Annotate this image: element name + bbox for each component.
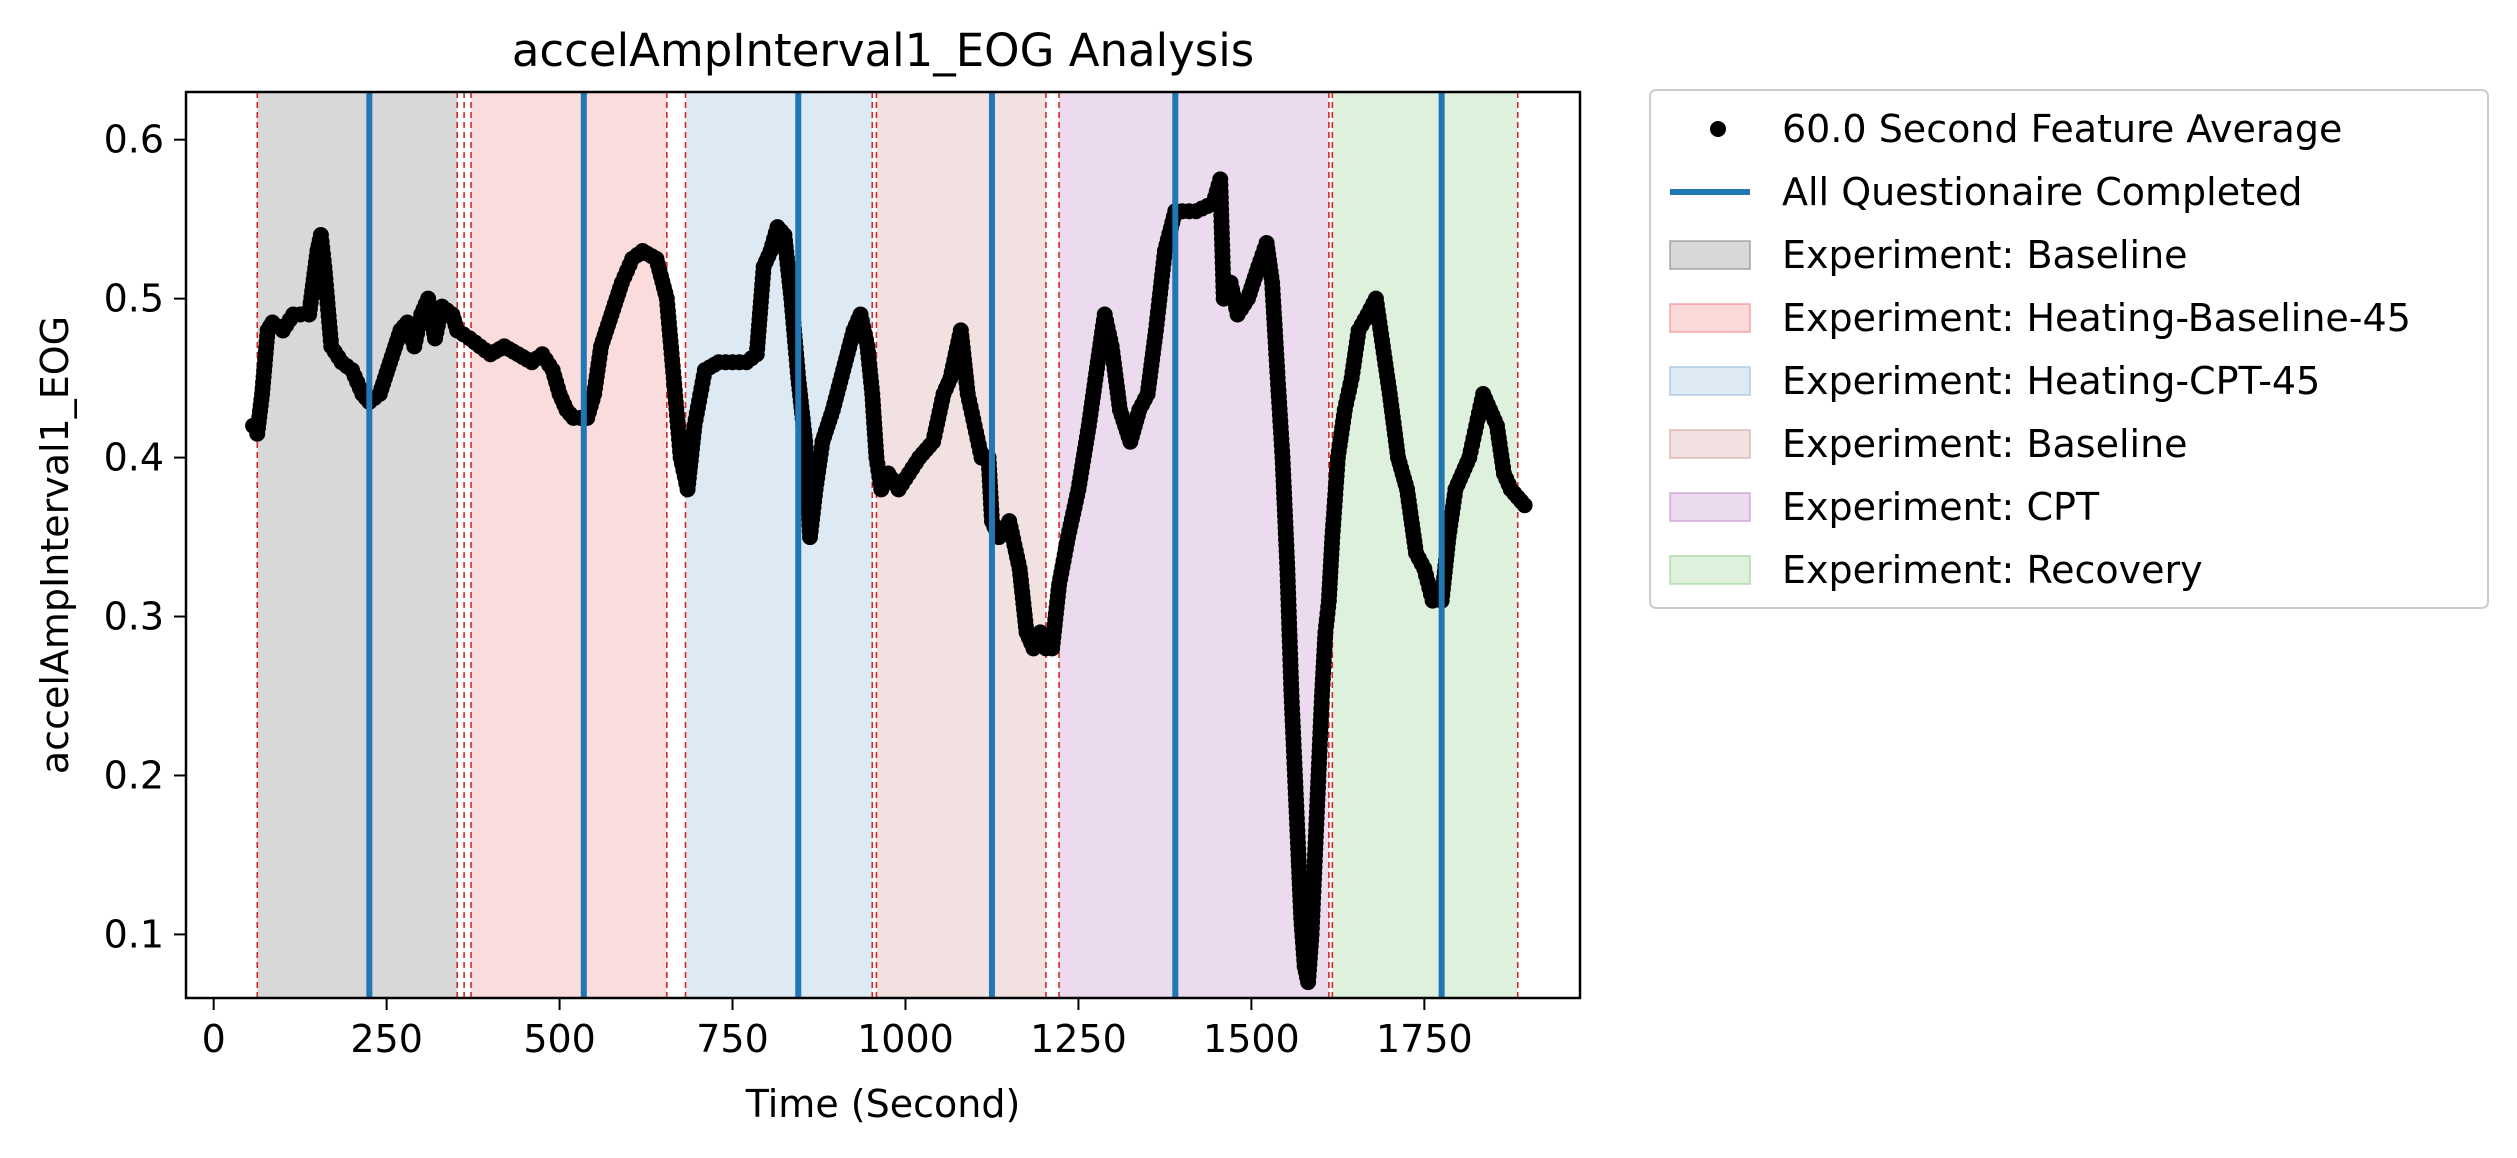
y-tick-label-3: 0.4 [104,436,164,480]
legend-item-2: Experiment: Baseline [1669,233,2188,277]
x-tick-label-1: 250 [350,1017,423,1061]
legend-patch [1669,429,1751,459]
legend-label: Experiment: Baseline [1782,422,2188,466]
legend-label: Experiment: Heating-Baseline-45 [1782,296,2411,340]
phase-region-5 [1332,92,1518,998]
legend-patch [1669,366,1751,396]
phase-boundary-lines [256,92,1519,998]
chart-title: accelAmpInterval1_EOG Analysis [512,24,1254,77]
legend-label: Experiment: CPT [1782,485,2100,529]
y-tick-label-5: 0.6 [104,118,164,162]
legend-box [1649,89,2489,609]
phase-regions [257,92,1518,998]
legend-label: Experiment: Baseline [1782,233,2188,277]
legend-patch [1669,240,1751,270]
legend-patch [1669,555,1751,585]
legend-item-3: Experiment: Heating-Baseline-45 [1669,296,2411,340]
x-axis-label: Time (Second) [745,1082,1021,1126]
y-axis-ticks: 0.1 0.2 0.3 0.4 0.5 0.6 [104,118,186,956]
y-tick-label-2: 0.3 [104,595,164,639]
plot-frame [184,90,1582,1000]
legend-item-5: Experiment: Baseline [1669,422,2188,466]
y-tick-label-0: 0.1 [104,912,164,956]
x-tick-label-5: 1250 [1030,1017,1127,1061]
y-axis-label: accelAmpInterval1_EOG [33,316,77,774]
legend-label: 60.0 Second Feature Average [1782,107,2342,151]
x-axis-ticks: 0 250 500 750 1000 1250 1500 1750 [202,998,1473,1061]
legend-label: Experiment: Heating-CPT-45 [1782,359,2320,403]
x-tick-label-6: 1500 [1203,1017,1300,1061]
legend-item-6: Experiment: CPT [1669,485,2100,529]
x-tick-label-4: 1000 [857,1017,954,1061]
data-point-1010 [1516,497,1533,514]
phase-region-0 [257,92,458,998]
x-tick-label-2: 500 [523,1017,596,1061]
legend-item-4: Experiment: Heating-CPT-45 [1669,359,2320,403]
legend-label: Experiment: Recovery [1782,548,2203,592]
y-tick-label-1: 0.2 [104,753,164,797]
questionnaire-lines [366,92,1445,998]
legend-label: All Questionaire Completed [1782,170,2303,214]
legend-item-7: Experiment: Recovery [1669,548,2203,592]
x-tick-label-7: 1750 [1376,1017,1473,1061]
y-tick-label-4: 0.5 [104,277,164,321]
legend-patch [1669,492,1751,522]
legend-marker [1710,121,1726,137]
legend-item-1: All Questionaire Completed [1670,170,2303,214]
legend-patch [1669,303,1751,333]
legend: 60.0 Second Feature Average All Questiona… [1649,89,2489,609]
legend-item-0: 60.0 Second Feature Average [1710,107,2342,151]
x-tick-label-3: 750 [696,1017,769,1061]
phase-region-1 [471,92,667,998]
x-tick-label-0: 0 [202,1017,226,1061]
